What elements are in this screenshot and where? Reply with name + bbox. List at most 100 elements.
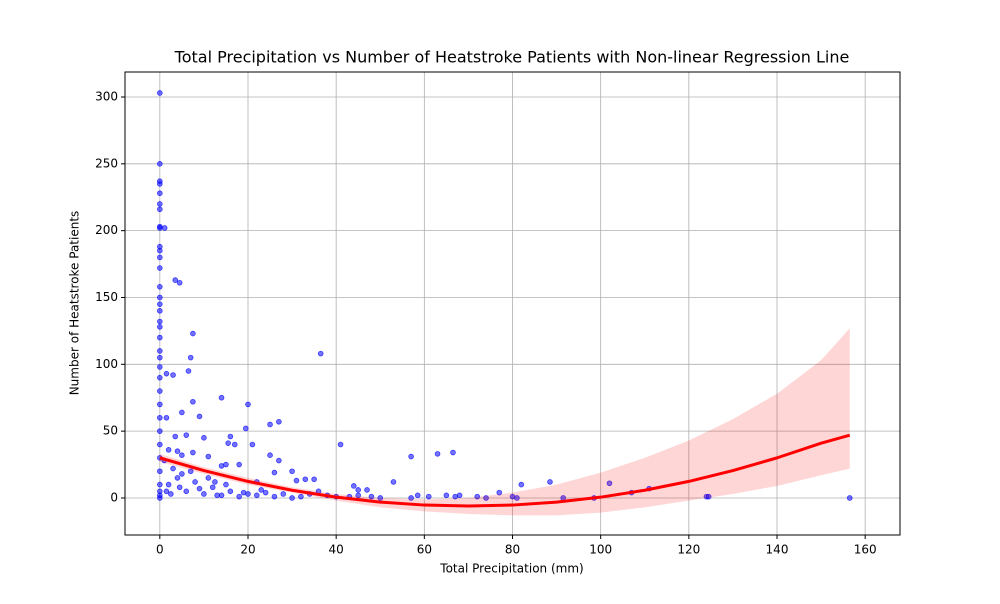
x-tick-label: 120 bbox=[677, 543, 700, 557]
scatter-point bbox=[271, 493, 278, 500]
scatter-point bbox=[185, 368, 192, 374]
scatter-point bbox=[190, 449, 196, 456]
scatter-point bbox=[157, 181, 163, 187]
scatter-point bbox=[267, 421, 273, 428]
scatter-point bbox=[212, 479, 218, 485]
scatter-point bbox=[276, 418, 282, 425]
scatter-point bbox=[157, 414, 163, 421]
scatter-point bbox=[157, 401, 163, 408]
scatter-point bbox=[201, 435, 207, 441]
scatter-point bbox=[205, 475, 212, 481]
scatter-point bbox=[249, 441, 256, 448]
scatter-point bbox=[157, 308, 163, 314]
y-tick-label: 250 bbox=[95, 156, 118, 170]
scatter-point bbox=[293, 477, 300, 484]
scatter-point bbox=[196, 413, 203, 420]
x-tick-label: 100 bbox=[589, 543, 612, 557]
scatter-point bbox=[157, 441, 163, 448]
scatter-point bbox=[298, 493, 304, 500]
y-tick-label: 50 bbox=[103, 424, 118, 438]
scatter-point bbox=[157, 265, 163, 271]
y-tick-label: 100 bbox=[95, 357, 118, 371]
x-tick-label: 20 bbox=[240, 543, 255, 557]
scatter-point bbox=[157, 283, 163, 290]
scatter-point bbox=[157, 495, 163, 501]
scatter-point bbox=[496, 489, 503, 496]
x-tick-label: 40 bbox=[329, 543, 344, 557]
scatter-point bbox=[157, 324, 163, 330]
scatter-point bbox=[176, 279, 183, 286]
x-tick-label: 140 bbox=[766, 543, 789, 557]
scatter-point bbox=[518, 481, 525, 488]
scatter-point bbox=[271, 469, 278, 476]
y-tick-label: 0 bbox=[110, 490, 118, 504]
scatter-point bbox=[179, 452, 185, 459]
scatter-point bbox=[302, 476, 309, 483]
scatter-point bbox=[187, 468, 194, 475]
scatter-point bbox=[168, 491, 174, 497]
scatter-point bbox=[227, 433, 234, 440]
scatter-point bbox=[355, 492, 362, 499]
scatter-point bbox=[187, 354, 194, 361]
scatter-point bbox=[231, 441, 238, 448]
scatter-point bbox=[514, 495, 520, 501]
scatter-point bbox=[236, 493, 242, 500]
scatter-point bbox=[170, 372, 176, 378]
scatter-point bbox=[157, 225, 163, 231]
scatter-point bbox=[377, 495, 384, 501]
scatter-point bbox=[157, 481, 163, 488]
scatter-point bbox=[408, 495, 414, 501]
scatter-point bbox=[157, 190, 163, 197]
scatter-point bbox=[364, 487, 370, 493]
scatter-point bbox=[174, 448, 181, 454]
x-tick-label: 160 bbox=[854, 543, 877, 557]
scatter-point bbox=[280, 491, 287, 497]
scatter-point bbox=[157, 247, 163, 254]
scatter-point bbox=[176, 484, 183, 491]
y-tick-label: 150 bbox=[95, 290, 118, 304]
scatter-point bbox=[163, 370, 170, 377]
scatter-point bbox=[209, 484, 216, 491]
regression-line bbox=[159, 433, 851, 508]
scatter-point bbox=[240, 489, 247, 496]
scatter-point bbox=[157, 364, 163, 370]
scatter-point bbox=[157, 348, 163, 354]
scatter-point bbox=[157, 354, 163, 361]
scatter-point bbox=[174, 475, 181, 481]
scatter-point bbox=[317, 350, 324, 357]
scatter-point bbox=[606, 480, 613, 487]
scatter-point bbox=[350, 483, 357, 489]
plot-frame bbox=[124, 71, 901, 536]
scatter-point bbox=[355, 487, 362, 493]
scatter-point bbox=[172, 277, 179, 283]
scatter-point bbox=[425, 493, 432, 500]
scatter-point bbox=[390, 479, 397, 485]
scatter-point bbox=[190, 330, 196, 337]
x-axis-label: Total Precipitation (mm) bbox=[439, 562, 583, 576]
scatter-point bbox=[705, 493, 712, 500]
scatter-point bbox=[483, 495, 489, 501]
scatter-point bbox=[214, 492, 220, 499]
scatter-point bbox=[179, 471, 185, 477]
scatter-point bbox=[225, 440, 231, 446]
scatter-point bbox=[157, 388, 163, 394]
scatter-point bbox=[157, 254, 163, 261]
scatter-point bbox=[163, 414, 170, 421]
scatter-point bbox=[157, 294, 163, 301]
scatter-point bbox=[414, 492, 421, 499]
scatter-point bbox=[157, 468, 163, 475]
scatter-point bbox=[165, 447, 172, 453]
scatter-point bbox=[258, 487, 265, 493]
scatter-point bbox=[547, 479, 553, 485]
scatter-point bbox=[223, 481, 229, 488]
scatter-point bbox=[196, 485, 203, 492]
scatter-point bbox=[157, 161, 163, 167]
x-tick-label: 0 bbox=[156, 543, 164, 557]
scatter-point bbox=[227, 488, 234, 495]
scatter-point bbox=[450, 449, 456, 456]
scatter-point bbox=[267, 452, 273, 459]
scatter-point bbox=[254, 492, 260, 499]
scatter-point bbox=[456, 492, 463, 499]
